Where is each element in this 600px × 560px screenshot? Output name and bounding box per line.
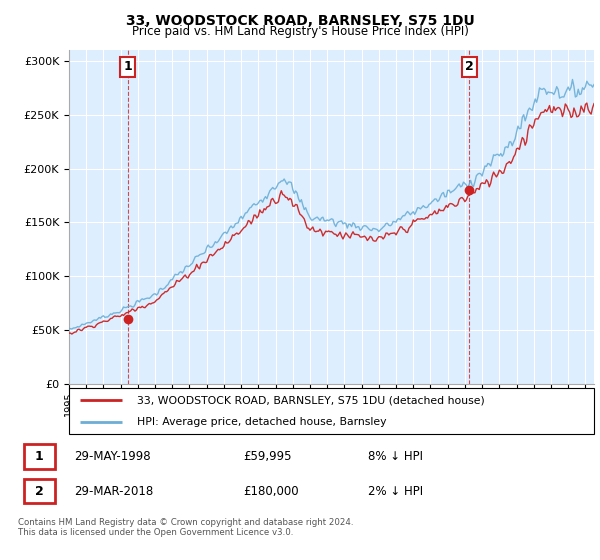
Text: 33, WOODSTOCK ROAD, BARNSLEY, S75 1DU (detached house): 33, WOODSTOCK ROAD, BARNSLEY, S75 1DU (d… <box>137 395 485 405</box>
Text: 29-MAR-2018: 29-MAR-2018 <box>74 485 154 498</box>
Text: 29-MAY-1998: 29-MAY-1998 <box>74 450 151 463</box>
Text: 1: 1 <box>124 60 132 73</box>
Text: 2: 2 <box>35 485 44 498</box>
FancyBboxPatch shape <box>69 388 594 434</box>
Text: £59,995: £59,995 <box>244 450 292 463</box>
Text: Price paid vs. HM Land Registry's House Price Index (HPI): Price paid vs. HM Land Registry's House … <box>131 25 469 38</box>
Text: 2: 2 <box>464 60 473 73</box>
Text: 8% ↓ HPI: 8% ↓ HPI <box>368 450 422 463</box>
Text: £180,000: £180,000 <box>244 485 299 498</box>
Text: HPI: Average price, detached house, Barnsley: HPI: Average price, detached house, Barn… <box>137 417 387 427</box>
Text: 2% ↓ HPI: 2% ↓ HPI <box>368 485 423 498</box>
FancyBboxPatch shape <box>23 479 55 503</box>
Text: 33, WOODSTOCK ROAD, BARNSLEY, S75 1DU: 33, WOODSTOCK ROAD, BARNSLEY, S75 1DU <box>125 14 475 28</box>
Text: Contains HM Land Registry data © Crown copyright and database right 2024.
This d: Contains HM Land Registry data © Crown c… <box>18 518 353 538</box>
Text: 1: 1 <box>35 450 44 463</box>
FancyBboxPatch shape <box>23 445 55 469</box>
